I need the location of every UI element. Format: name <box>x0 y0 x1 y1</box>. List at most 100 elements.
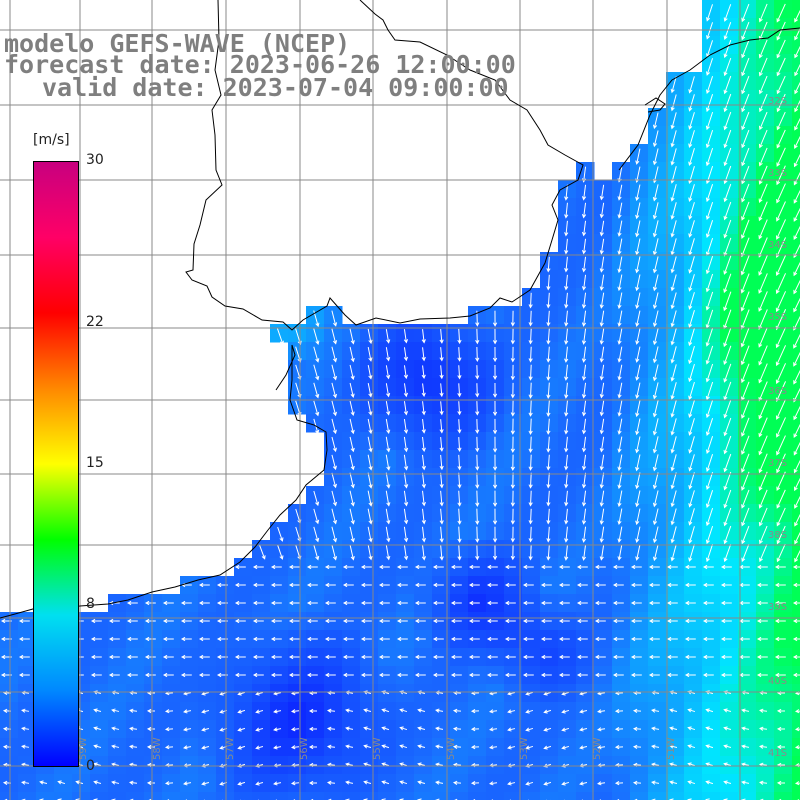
wind-arrow <box>396 672 408 678</box>
wind-arrow <box>666 618 678 624</box>
wind-arrow <box>741 201 750 221</box>
wind-arrow <box>720 582 732 588</box>
wind-arrow <box>581 382 587 399</box>
wind-arrow <box>367 508 373 525</box>
wind-arrow <box>326 744 336 749</box>
wind-arrow <box>324 672 336 678</box>
wind-arrow <box>599 400 605 417</box>
wind-arrow <box>349 508 355 525</box>
wind-arrow <box>758 363 768 384</box>
wind-arrow <box>331 364 338 381</box>
wind-arrow <box>439 526 444 543</box>
wind-arrow <box>581 472 587 489</box>
longitude-label: 55W <box>372 737 383 760</box>
wind-arrow <box>396 564 408 570</box>
wind-arrow <box>670 490 677 508</box>
wind-arrow <box>345 780 354 785</box>
wind-arrow <box>793 423 800 438</box>
wind-arrow <box>564 490 569 507</box>
wind-arrow <box>21 726 30 731</box>
wind-arrow <box>670 94 677 112</box>
wind-arrow <box>252 600 264 606</box>
wind-arrow <box>528 310 533 327</box>
wind-arrow <box>306 564 318 570</box>
wind-arrow <box>792 618 800 624</box>
speed-cell <box>792 450 800 469</box>
longitude-label: 51W <box>666 737 677 760</box>
wind-arrow <box>776 543 786 563</box>
wind-arrow <box>670 508 677 526</box>
wind-arrow <box>652 472 659 490</box>
wind-arrow <box>331 490 338 507</box>
wind-arrow <box>564 544 569 561</box>
wind-arrow <box>452 708 462 713</box>
wind-arrow <box>774 618 786 624</box>
wind-arrow <box>581 202 587 219</box>
wind-arrow <box>776 708 786 714</box>
wind-arrow <box>612 564 624 570</box>
wind-arrow <box>546 544 551 561</box>
wind-arrow <box>670 400 677 418</box>
wind-arrow <box>129 744 138 749</box>
wind-arrow <box>688 112 695 130</box>
wind-arrow <box>740 219 750 240</box>
wind-arrow <box>758 255 768 276</box>
wind-arrow <box>774 564 786 570</box>
wind-arrow <box>635 292 641 310</box>
wind-arrow <box>794 99 800 113</box>
wind-arrow <box>378 672 390 678</box>
wind-arrow <box>758 93 768 113</box>
wind-arrow <box>492 472 498 489</box>
wind-arrow <box>546 292 551 309</box>
wind-arrow <box>705 255 714 275</box>
wind-arrow <box>564 382 569 399</box>
wind-arrow <box>702 618 714 624</box>
speed-cell <box>792 522 800 541</box>
wind-arrow <box>421 383 426 398</box>
wind-arrow <box>486 564 498 570</box>
wind-arrow <box>306 672 318 678</box>
wind-arrow <box>774 636 786 642</box>
wind-arrow <box>723 201 732 221</box>
speed-cell <box>684 792 703 800</box>
wind-arrow <box>774 672 786 678</box>
wind-arrow <box>687 744 696 749</box>
wind-arrow <box>421 347 426 362</box>
wind-arrow <box>234 654 246 660</box>
wind-arrow <box>670 328 677 346</box>
wind-arrow <box>399 708 408 713</box>
wind-arrow <box>403 329 409 344</box>
wind-arrow <box>652 220 659 238</box>
wind-arrow <box>510 526 515 543</box>
speed-cell <box>738 792 757 800</box>
wind-arrow <box>306 654 318 660</box>
speed-cell <box>216 792 235 800</box>
wind-arrow <box>581 220 587 237</box>
wind-arrow <box>740 327 750 348</box>
wind-arrow <box>705 507 714 527</box>
wind-arrow <box>630 618 642 624</box>
wind-arrow <box>741 744 750 749</box>
wind-arrow <box>126 618 138 624</box>
speed-cell <box>792 252 800 271</box>
wind-arrow <box>705 780 714 785</box>
wind-arrow <box>470 708 480 714</box>
wind-arrow <box>684 582 696 588</box>
colorbar-tick-label: 22 <box>86 313 104 330</box>
wind-arrow <box>702 672 714 678</box>
wind-arrow <box>435 798 440 800</box>
wind-arrow <box>652 364 659 382</box>
wind-arrow <box>475 401 480 416</box>
wind-arrow <box>688 256 695 274</box>
wind-arrow <box>776 147 786 167</box>
wind-arrow <box>558 582 570 588</box>
wind-arrow <box>794 531 800 545</box>
wind-arrow <box>252 582 264 588</box>
speed-cell <box>792 540 800 559</box>
wind-arrow <box>288 582 300 588</box>
wind-arrow <box>581 238 587 255</box>
wind-arrow <box>540 636 552 642</box>
wind-arrow <box>486 636 498 642</box>
wind-arrow <box>669 744 678 749</box>
wind-arrow <box>776 93 786 113</box>
